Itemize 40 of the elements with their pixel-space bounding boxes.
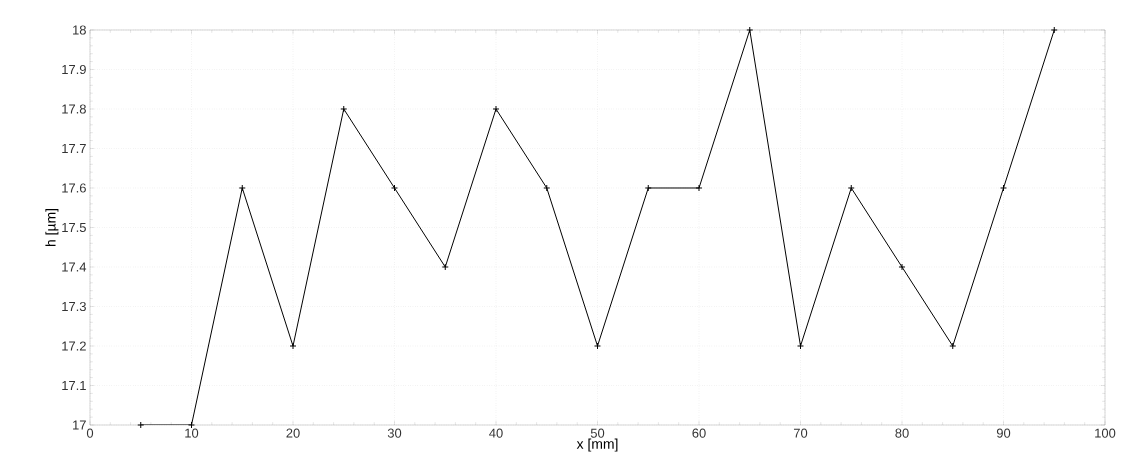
x-axis-title: x [mm] <box>576 438 618 452</box>
point <box>746 26 754 34</box>
point <box>594 342 601 350</box>
y-tick-label: 17.7 <box>62 144 86 153</box>
y-axis-title: h [µm] <box>45 208 59 247</box>
point <box>898 263 906 271</box>
x-tick-label: 70 <box>793 428 808 438</box>
x-tick-label: 30 <box>387 428 402 438</box>
x-tick-label: 40 <box>489 428 503 438</box>
x-tick-label: 80 <box>895 428 909 438</box>
point <box>340 105 348 113</box>
point <box>644 184 652 192</box>
point <box>949 342 957 350</box>
point <box>797 342 804 350</box>
x-tick-label: 60 <box>692 428 706 438</box>
point <box>543 184 551 192</box>
point <box>441 263 449 271</box>
y-tick-label: 17.2 <box>62 341 86 351</box>
point <box>492 105 500 113</box>
x-tick-label: 90 <box>996 428 1011 438</box>
y-tick-label: 17.6 <box>62 183 86 193</box>
point <box>1000 184 1007 192</box>
y-tick-label: 18 <box>73 25 86 35</box>
point <box>238 184 246 192</box>
y-tick-label: 17 <box>73 420 86 430</box>
point <box>847 184 855 192</box>
point <box>695 184 703 192</box>
x-tick-label: 100 <box>1095 428 1116 438</box>
y-tick-label: 17.8 <box>62 104 86 114</box>
y-tick-label: 17.1 <box>62 381 86 390</box>
x-tick-label: 50 <box>590 428 605 438</box>
x-tick-label: 20 <box>286 428 300 438</box>
y-tick-label: 17.4 <box>62 262 87 272</box>
x-tick-label: 0 <box>86 428 94 438</box>
point <box>289 342 297 350</box>
x-tick-label: 10 <box>185 428 199 438</box>
y-tick-label: 17.5 <box>62 222 86 233</box>
y-tick-label: 17.9 <box>62 64 86 75</box>
y-tick-label: 17.3 <box>62 301 86 312</box>
point <box>391 184 398 192</box>
